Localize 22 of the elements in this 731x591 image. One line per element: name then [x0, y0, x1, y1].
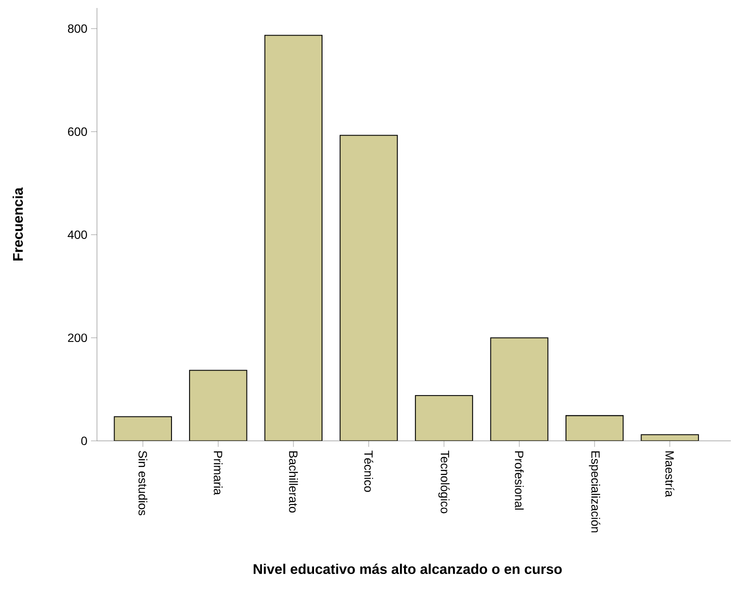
y-tick-label: 800 [68, 24, 87, 33]
x-tick-label: Tecnológico [438, 450, 450, 514]
y-tick-label: 600 [68, 128, 87, 136]
bar [189, 370, 248, 441]
x-tick-label: Sin estudios [138, 451, 148, 516]
x-tick-label: Especialización [588, 451, 600, 532]
bar [114, 416, 172, 441]
x-tick-label: Técnico [364, 450, 374, 492]
bar [414, 395, 474, 441]
bar [490, 337, 548, 441]
x-tick-label: Primaria [214, 451, 223, 496]
bar [340, 134, 398, 441]
y-tick-label: 0 [81, 436, 87, 446]
bar [566, 415, 624, 441]
x-tick-label: Bachillerato [289, 451, 298, 513]
x-tick-label: Profesional [514, 451, 524, 510]
y-tick-label: 400 [68, 230, 87, 240]
x-axis-title: Nivel educativo más alto alcanzado o en curso [254, 564, 562, 574]
y-axis-title: Frecuencia [12, 187, 23, 261]
bar [264, 34, 323, 441]
y-tick-label: 200 [68, 334, 87, 342]
x-tick-label: Maestría [665, 451, 674, 498]
